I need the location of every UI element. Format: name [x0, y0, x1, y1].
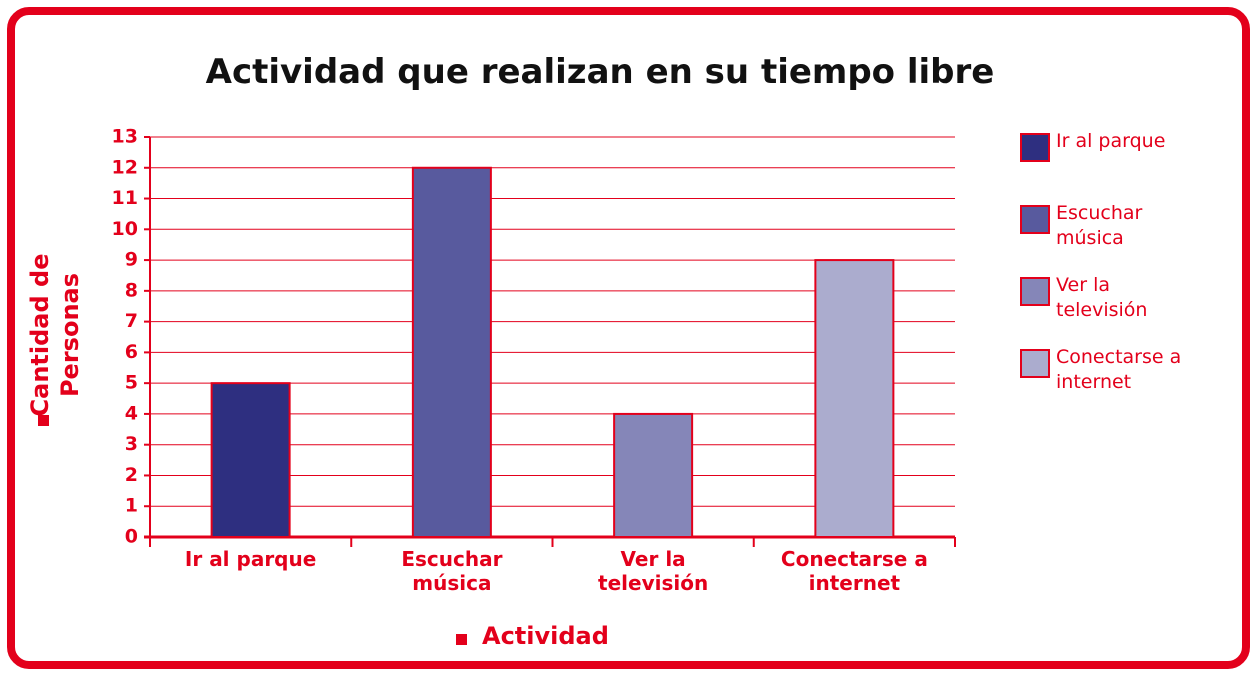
x-tick-label: Ver la televisión [598, 547, 709, 595]
y-tick-label: 1 [125, 495, 138, 517]
legend-label: Ir al parque [1056, 130, 1166, 152]
legend-swatch [1020, 133, 1050, 162]
bar [613, 412, 694, 538]
y-tick-label: 5 [125, 372, 138, 394]
legend-label: Ver la televisión [1056, 274, 1148, 321]
y-axis-label: Cantidad de Personas [26, 253, 84, 417]
y-tick-label: 10 [112, 218, 138, 240]
y-tick-label: 8 [125, 279, 138, 301]
y-tick-label: 4 [125, 402, 138, 424]
y-tick-label: 6 [125, 341, 138, 363]
legend-swatch [1020, 349, 1050, 378]
frame [7, 7, 1250, 669]
y-tick-label: 9 [125, 249, 138, 271]
y-tick-label: 13 [112, 126, 138, 148]
bar [210, 382, 291, 538]
chart-title: Actividad que realizan en su tiempo libr… [205, 52, 995, 92]
y-tick-label: 7 [125, 310, 138, 332]
x-axis-label: Actividad [482, 622, 609, 650]
y-tick-label: 3 [125, 433, 138, 455]
legend-swatch [1020, 277, 1050, 306]
legend-label: Escuchar música [1056, 202, 1143, 249]
y-label-bullet [38, 415, 49, 426]
bar [814, 259, 895, 538]
y-tick-label: 11 [112, 187, 138, 209]
y-tick-label: 12 [112, 156, 138, 178]
x-label-bullet [456, 634, 467, 645]
legend-swatch [1020, 205, 1050, 234]
x-tick-label: Ir al parque [184, 547, 317, 571]
legend-label: Conectarse a internet [1056, 346, 1182, 393]
y-tick-label: 2 [125, 464, 138, 486]
x-tick-label: Escuchar música [401, 547, 503, 595]
x-tick-label: Conectarse a internet [780, 547, 928, 595]
y-tick-label: 0 [125, 526, 138, 548]
bar [411, 166, 492, 538]
